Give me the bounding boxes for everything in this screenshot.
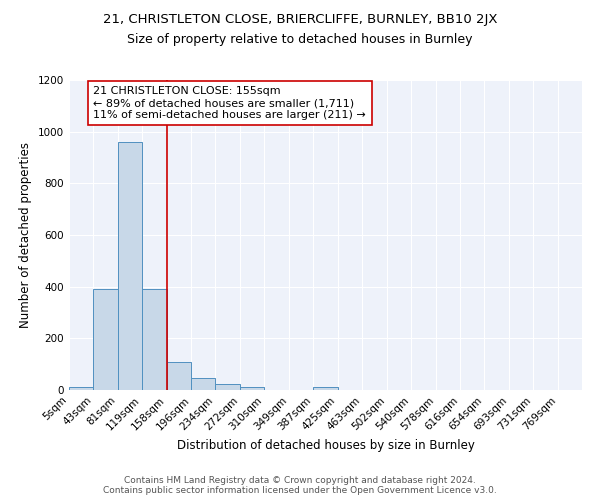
Text: Contains HM Land Registry data © Crown copyright and database right 2024.
Contai: Contains HM Land Registry data © Crown c… xyxy=(103,476,497,495)
Bar xyxy=(313,388,338,390)
Bar xyxy=(69,388,94,390)
X-axis label: Distribution of detached houses by size in Burnley: Distribution of detached houses by size … xyxy=(176,438,475,452)
Y-axis label: Number of detached properties: Number of detached properties xyxy=(19,142,32,328)
Bar xyxy=(191,378,215,390)
Bar xyxy=(94,289,118,390)
Bar xyxy=(215,384,240,390)
Text: Size of property relative to detached houses in Burnley: Size of property relative to detached ho… xyxy=(127,32,473,46)
Bar xyxy=(118,142,142,390)
Bar xyxy=(142,289,167,390)
Bar xyxy=(167,362,191,390)
Text: 21, CHRISTLETON CLOSE, BRIERCLIFFE, BURNLEY, BB10 2JX: 21, CHRISTLETON CLOSE, BRIERCLIFFE, BURN… xyxy=(103,12,497,26)
Bar xyxy=(240,388,264,390)
Text: 21 CHRISTLETON CLOSE: 155sqm
← 89% of detached houses are smaller (1,711)
11% of: 21 CHRISTLETON CLOSE: 155sqm ← 89% of de… xyxy=(94,86,366,120)
